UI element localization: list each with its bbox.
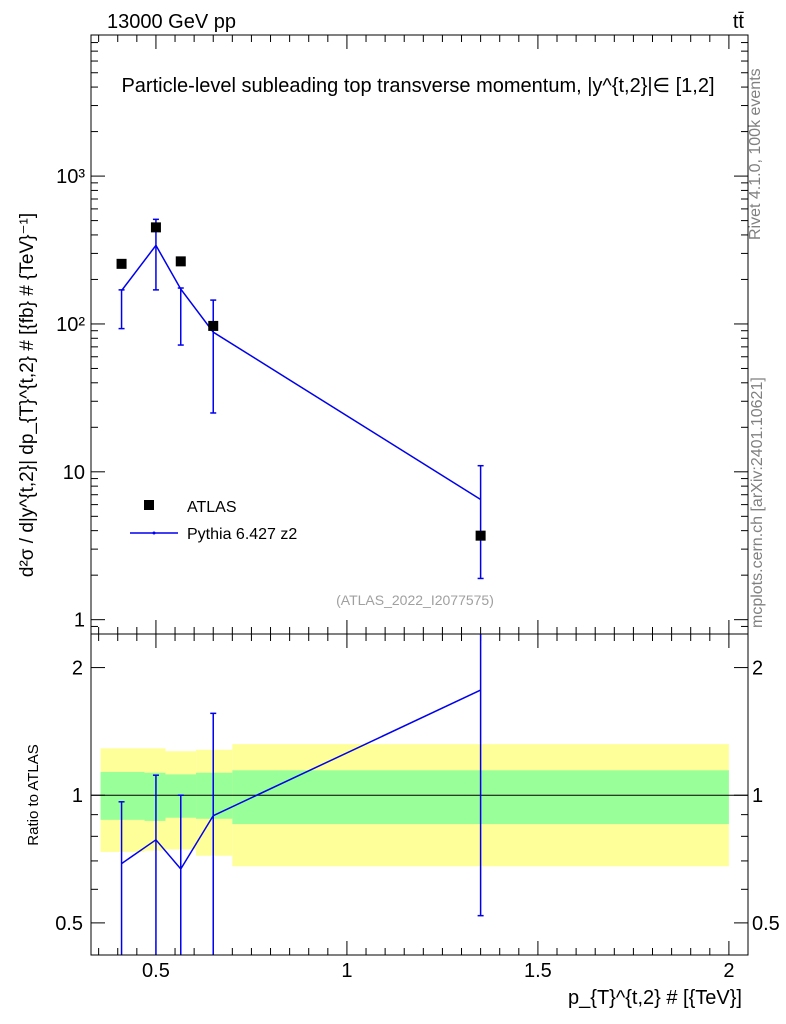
ratio-y-tick-label: 1 (72, 785, 83, 807)
legend-pythia-marker (152, 531, 156, 535)
x-tick-label: 0.5 (142, 960, 170, 982)
x-tick-label: 1 (341, 960, 352, 982)
x-tick-label: 2 (723, 960, 734, 982)
atlas-data-point (475, 530, 486, 541)
x-tick-label: 1.5 (524, 960, 552, 982)
ratio-y-tick-label: 0.5 (55, 913, 83, 935)
atlas-data-point (208, 320, 219, 331)
ratio-y-tick-label-right: 2 (752, 658, 763, 680)
uncertainty-band-1sigma (144, 772, 166, 821)
ratio-y-axis-label: Ratio to ATLAS (25, 744, 42, 845)
atlas-data-point (150, 222, 161, 233)
rivet-label: Rivet 4.1.0, 100k events (747, 68, 764, 240)
uncertainty-band-1sigma (196, 772, 233, 819)
x-axis-label: p_{T}^{t,2} # [{TeV}] (568, 987, 742, 1009)
ratio-y-tick-label-right: 1 (752, 785, 763, 807)
legend-pythia-label: Pythia 6.427 z2 (187, 526, 297, 543)
y-tick-label: 10² (56, 314, 85, 336)
analysis-annotation: (ATLAS_2022_I2077575) (336, 592, 494, 608)
legend-atlas-label: ATLAS (187, 499, 237, 516)
ratio-y-tick-label-right: 0.5 (752, 913, 780, 935)
ratio-panel: 0.5 0.5 1 1 2 2 0.5 1 1.5 2 (55, 633, 780, 982)
ratio-frame (90, 633, 749, 956)
y-tick-label: 10 (63, 462, 85, 484)
process-label: tt̄ (733, 11, 745, 33)
chart-title: Particle-level subleading top transverse… (121, 75, 714, 97)
uncertainty-band-1sigma (100, 771, 145, 820)
atlas-data-point (175, 256, 186, 267)
y-tick-label: 10³ (56, 166, 85, 188)
ratio-pythia-line (121, 689, 481, 871)
main-panel: 1 10 10² 10³ ATLAS Pythia 6.427 z2 (56, 34, 749, 635)
pythia-line (120, 244, 482, 501)
legend-atlas-marker (144, 500, 154, 510)
y-tick-label: 1 (74, 610, 85, 632)
energy-label: 13000 GeV pp (107, 11, 236, 33)
ratio-y-tick-label: 2 (72, 658, 83, 680)
y-axis-label: d²σ / d|y^{t,2}| dp_{T}^{t,2} # [{fb} # … (17, 213, 38, 577)
source-label: mcplots.cern.ch [arXiv:2401.10621] (749, 377, 766, 628)
main-frame (90, 34, 749, 635)
atlas-data-point (116, 258, 127, 269)
